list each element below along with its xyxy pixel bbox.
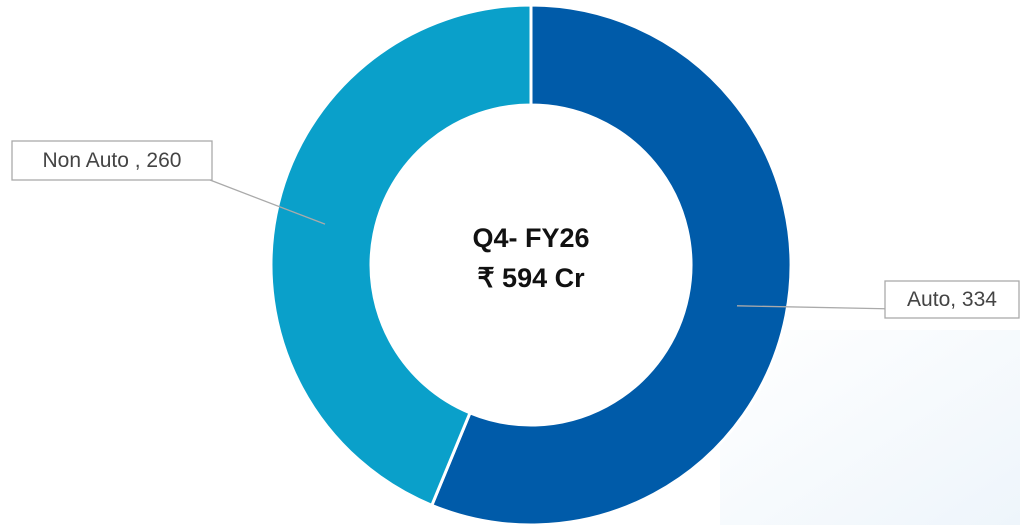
leader-line <box>736 305 886 310</box>
donut <box>269 3 793 525</box>
center-title: Q4- FY26 <box>472 223 589 253</box>
data-label: Non Auto , 260 <box>43 149 182 172</box>
donut-slice <box>269 3 533 508</box>
donut-slice <box>429 3 793 525</box>
leader-line <box>209 179 326 225</box>
label-box <box>884 280 1020 319</box>
data-label: Auto, 334 <box>907 288 997 311</box>
label-box <box>11 140 213 181</box>
center-total: ₹ 594 Cr <box>477 263 585 293</box>
